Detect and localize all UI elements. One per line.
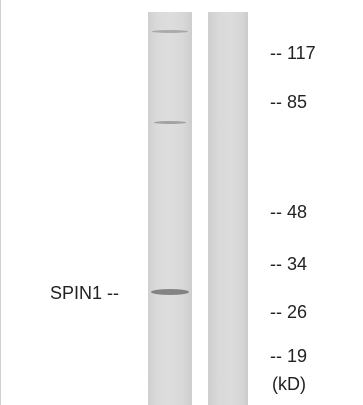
marker-85: -- 85 [270,93,307,111]
unit-label: (kD) [272,375,306,393]
blot-lane-sample [148,12,192,405]
marker-117: -- 117 [270,44,316,62]
protein-label: SPIN1 -- [50,284,119,302]
marker-34: -- 34 [270,255,307,273]
blot-band-top [152,30,188,33]
marker-26: -- 26 [270,303,307,321]
blot-band-spin1 [151,289,189,295]
marker-19: -- 19 [270,347,307,365]
blot-band-mid [154,121,186,124]
figure-border [0,0,1,405]
marker-48: -- 48 [270,203,307,221]
blot-lane-control [208,12,248,405]
